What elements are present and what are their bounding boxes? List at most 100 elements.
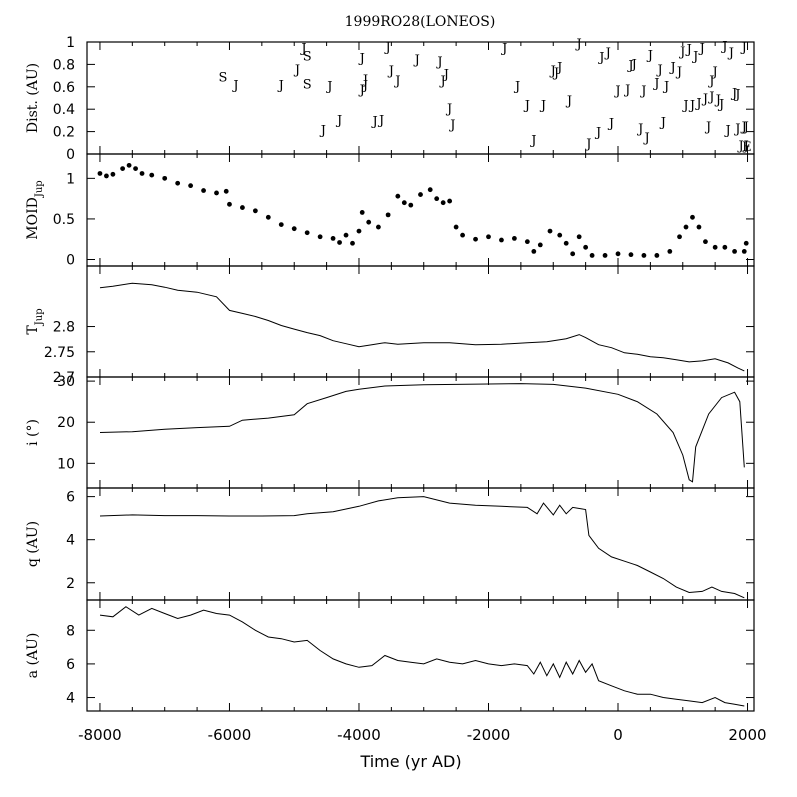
moid-point-2 [110, 171, 116, 177]
moid-point-28 [366, 219, 372, 225]
encounter-j-57: J [698, 42, 705, 57]
y-tick-label-inclination-2: 30 [57, 374, 75, 390]
encounter-j-66: J [723, 123, 730, 138]
y-tick-label-tisserand-0: 2.7 [53, 370, 75, 386]
panel-moid: 0 0.5 1 MOIDJup [25, 153, 755, 269]
encounter-j-53: J [685, 43, 692, 58]
y-axis-label-main-moid: MOID [25, 197, 41, 240]
moid-point-21 [317, 234, 323, 240]
encounter-j-68: J [730, 86, 737, 101]
encounter-j-71: J [736, 139, 743, 154]
encounter-s-0: S [219, 71, 228, 86]
encounter-j-27: J [549, 64, 556, 79]
encounter-j-29: J [555, 61, 562, 76]
encounter-j-75: J [742, 139, 749, 154]
encounter-j-37: J [613, 84, 620, 99]
encounter-j-17: J [435, 55, 442, 70]
encounter-j-8: J [358, 83, 365, 98]
encounter-j-36: J [607, 117, 614, 132]
encounter-j-24: J [523, 99, 530, 114]
encounter-j-10: J [361, 73, 368, 88]
encounter-j-34: J [597, 51, 604, 66]
encounter-j-47: J [659, 116, 666, 131]
y-tick-label-tisserand-1: 2.75 [44, 345, 75, 361]
y-axis-label-main-semimajor: a (AU) [25, 633, 41, 679]
encounter-j-41: J [636, 122, 643, 137]
panel-frame-moid [86, 153, 755, 267]
encounter-j-45: J [652, 76, 659, 91]
moid-point-57 [628, 252, 634, 258]
encounter-j-4: J [319, 123, 326, 138]
encounter-j-33: J [594, 126, 601, 141]
moid-point-54 [589, 253, 595, 258]
encounter-j-73: J [740, 120, 747, 135]
encounter-j-19: J [442, 67, 449, 82]
moid-point-6 [139, 171, 145, 176]
encounter-j-7: J [358, 52, 365, 67]
moid-point-41 [473, 236, 478, 242]
encounter-j-55: J [691, 49, 698, 64]
moid-point-66 [712, 244, 718, 250]
encounter-j-58: J [701, 92, 708, 107]
moid-point-18 [278, 222, 284, 228]
y-tick-label-semimajor-0: 4 [66, 691, 75, 707]
x-tick-label-0: -8000 [78, 726, 122, 744]
y-axis-label-main-perihelion: q (AU) [25, 521, 41, 567]
series-line-tisserand [99, 282, 745, 372]
moid-point-31 [395, 193, 401, 199]
y-tick-label-moid-1: 0.5 [53, 212, 75, 228]
encounter-j-25: J [529, 133, 536, 148]
encounter-j-59: J [704, 120, 711, 135]
encounter-j-50: J [675, 65, 682, 80]
panel-inclination: 10 20 30 i (°) [25, 374, 755, 489]
panel-tisserand: 2.7 2.75 2.8 TJup [25, 265, 755, 386]
encounter-j-1: J [277, 79, 284, 94]
y-tick-label-moid-0: 0 [66, 253, 75, 269]
moid-point-1 [104, 173, 109, 179]
moid-point-53 [583, 244, 589, 250]
moid-point-7 [149, 172, 155, 178]
encounter-j-65: J [720, 39, 727, 54]
encounter-j-5: J [325, 80, 332, 95]
encounter-j-22: J [500, 42, 507, 57]
y-axis-label-tisserand: TJup [25, 308, 45, 334]
moid-point-42 [486, 234, 491, 240]
series-line-perihelion [99, 496, 745, 599]
moid-point-69 [741, 248, 747, 254]
y-axis-label-perihelion: q (AU) [25, 521, 41, 567]
moid-point-24 [343, 232, 349, 238]
encounter-j-62: J [711, 65, 718, 80]
moid-point-34 [418, 192, 423, 197]
moid-point-45 [524, 239, 530, 245]
encounter-j-61: J [707, 90, 714, 105]
moid-point-39 [453, 224, 459, 230]
moid-point-19 [291, 226, 297, 232]
x-tick-label-2: -4000 [337, 726, 381, 744]
encounter-j-39: J [626, 58, 633, 73]
y-axis-label-distance: Dist. (AU) [25, 63, 41, 133]
encounter-j-12: J [377, 113, 384, 128]
moid-point-47 [537, 242, 543, 248]
moid-point-30 [385, 212, 391, 218]
moid-point-36 [434, 196, 440, 202]
encounter-j-23: J [513, 80, 520, 95]
encounter-j-20: J [445, 102, 452, 117]
moid-point-9 [175, 180, 181, 186]
moid-point-26 [356, 228, 362, 234]
encounter-j-54: J [688, 99, 695, 114]
moid-point-22 [330, 236, 336, 241]
encounter-j-48: J [662, 80, 669, 95]
moid-point-49 [557, 232, 563, 238]
y-tick-label-distance-1: 0.2 [53, 125, 75, 141]
encounter-j-31: J [575, 37, 582, 52]
encounter-j-46: J [655, 63, 662, 78]
moid-point-12 [214, 190, 219, 196]
panel-frame-perihelion [86, 487, 755, 601]
encounter-j-15: J [393, 74, 400, 89]
moid-point-20 [304, 230, 310, 236]
encounter-j-9: J [361, 79, 368, 94]
encounter-j-16: J [413, 53, 420, 68]
y-tick-label-distance-3: 0.6 [53, 80, 75, 96]
moid-point-59 [654, 253, 660, 258]
